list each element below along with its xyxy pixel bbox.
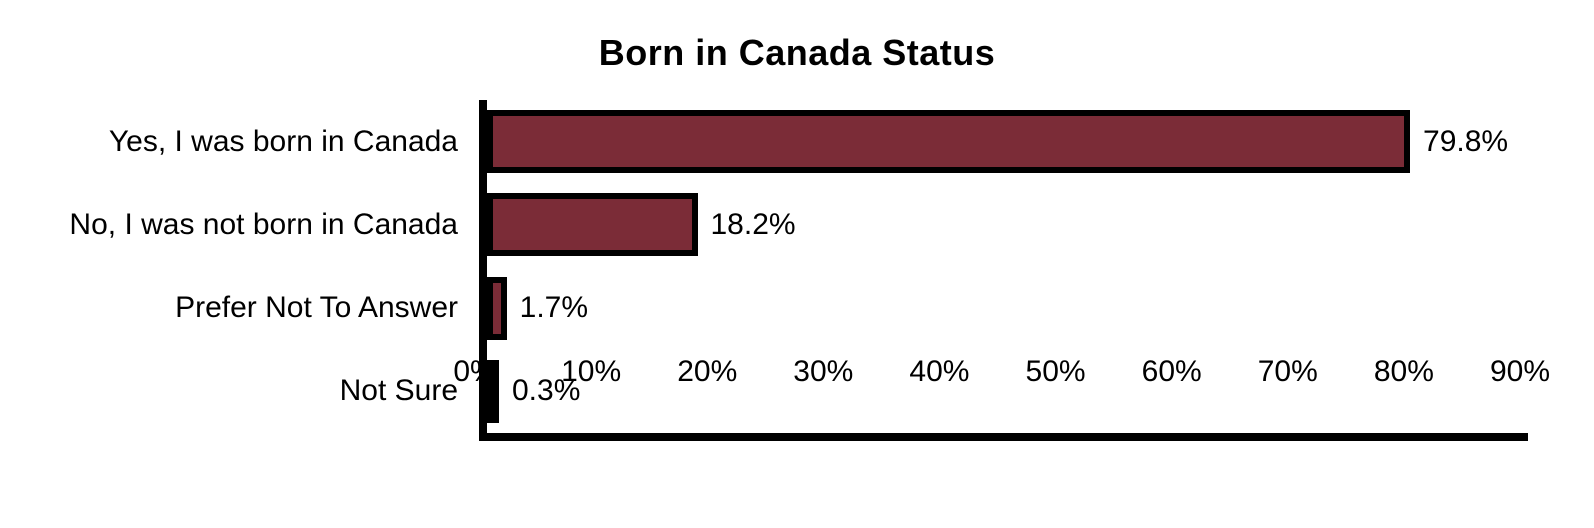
x-tick-label: 30% bbox=[793, 355, 854, 388]
bar-row: 1.7% bbox=[487, 267, 1528, 350]
bar-rows: 79.8% 18.2% 1.7% 0.3% bbox=[487, 100, 1528, 433]
x-tick-label: 50% bbox=[1025, 355, 1086, 388]
bar bbox=[487, 110, 1411, 174]
x-axis-line bbox=[479, 433, 1528, 441]
category-labels: Yes, I was born in Canada No, I was not b… bbox=[0, 100, 458, 433]
category-label: Prefer Not To Answer bbox=[175, 291, 458, 325]
bar-row: 0.3% bbox=[487, 350, 1528, 433]
y-axis-line bbox=[479, 100, 487, 441]
x-tick-label: 90% bbox=[1489, 355, 1551, 388]
x-tick-label: 70% bbox=[1257, 355, 1318, 388]
x-tick-label: 80% bbox=[1373, 355, 1434, 388]
bar-row: 18.2% bbox=[487, 183, 1528, 266]
bar-row: 79.8% bbox=[487, 100, 1528, 183]
category-label: Yes, I was born in Canada bbox=[108, 124, 458, 158]
x-tick-label: 40% bbox=[909, 355, 970, 388]
value-label: 1.7% bbox=[519, 291, 589, 325]
x-tick-label: 0% bbox=[453, 355, 497, 388]
value-label: 18.2% bbox=[710, 207, 796, 241]
value-label: 0.3% bbox=[512, 374, 581, 408]
category-label: Not Sure bbox=[339, 374, 458, 408]
x-tick-label: 10% bbox=[561, 355, 622, 388]
category-label: No, I was not born in Canada bbox=[69, 207, 458, 241]
x-tick-label: 20% bbox=[677, 355, 738, 388]
bar bbox=[487, 276, 507, 340]
x-tick-label: 60% bbox=[1141, 355, 1202, 388]
bar bbox=[487, 359, 499, 423]
chart-title: Born in Canada Status bbox=[598, 32, 996, 73]
plot-area: 79.8% 18.2% 1.7% 0.3% bbox=[487, 100, 1528, 433]
x-axis-tick-labels: 0% 10% 20% 30% 40% 50% 60% 70% 80% 90% bbox=[453, 355, 1550, 395]
bar bbox=[487, 193, 698, 257]
value-label: 79.8% bbox=[1423, 124, 1509, 158]
